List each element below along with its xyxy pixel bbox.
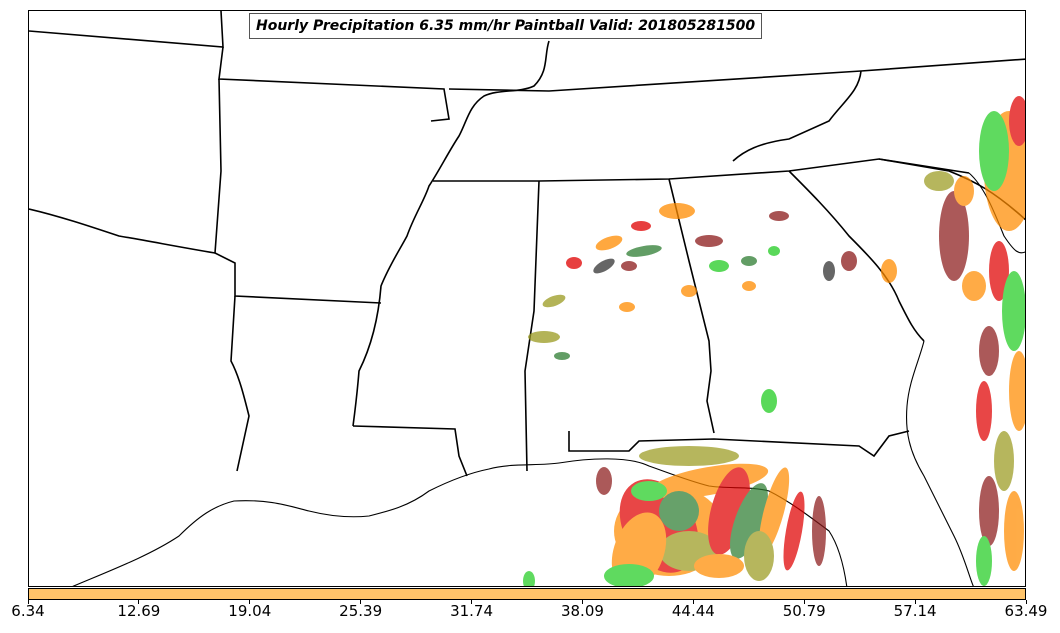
colorbar-tick-mark — [138, 600, 140, 604]
colorbar-tick-mark — [249, 600, 251, 604]
colorbar-tick-label: 31.74 — [450, 602, 494, 620]
colorbar — [28, 588, 1026, 600]
kentucky-virginia-border — [732, 70, 862, 162]
coastline — [72, 172, 1025, 586]
colorbar-tick-mark — [692, 600, 694, 604]
tennessee-south-border — [433, 158, 970, 182]
paintball-scattered — [528, 203, 897, 413]
kansas-oklahoma-border — [29, 11, 224, 48]
texas-red-river — [29, 208, 216, 254]
colorbar-tick-label: 50.79 — [782, 602, 826, 620]
map-frame — [28, 10, 1026, 587]
colorbar-tick-mark — [27, 600, 29, 604]
mississippi-alabama-border — [524, 180, 540, 472]
colorbar-tick-label: 6.34 — [11, 602, 45, 620]
colorbar-tick-label: 38.09 — [560, 602, 604, 620]
colorbar-tick-label: 44.44 — [671, 602, 715, 620]
texas-louisiana-border — [230, 295, 250, 472]
colorbar-tick-label: 57.14 — [893, 602, 937, 620]
missouri-arkansas-border — [218, 46, 450, 122]
colorbar-tick-mark — [914, 600, 916, 604]
gulf-coastline — [72, 458, 848, 586]
mississippi-river — [352, 40, 550, 427]
map-canvas — [29, 11, 1025, 586]
alabama-georgia-border — [668, 178, 715, 434]
colorbar-tick-label: 63.49 — [1004, 602, 1048, 620]
colorbar-tick-label: 25.39 — [339, 602, 383, 620]
paintball-spiral — [523, 446, 826, 586]
colorbar-tick-label: 19.04 — [228, 602, 272, 620]
colorbar-tick-mark — [581, 600, 583, 604]
arkansas-border — [214, 78, 382, 304]
map-title: Hourly Precipitation 6.35 mm/hr Paintbal… — [249, 13, 763, 39]
sc-coastline — [968, 172, 1025, 254]
georgia-sc-border — [788, 170, 925, 342]
colorbar-tick-mark — [471, 600, 473, 604]
kentucky-border — [448, 58, 1025, 92]
colorbar-tick-mark — [803, 600, 805, 604]
colorbar-tick-label: 12.69 — [117, 602, 161, 620]
colorbar-ticks: 6.34 12.69 19.04 25.39 31.74 38.09 44.44 50.79 5… — [0, 600, 1060, 633]
louisiana-mississippi-border — [352, 425, 468, 477]
colorbar-tick-mark — [1025, 600, 1027, 604]
florida-georgia-border — [568, 430, 910, 458]
colorbar-tick-mark — [360, 600, 362, 604]
paintball-east — [924, 96, 1025, 586]
state-borders — [29, 11, 1025, 477]
atlantic-coastline — [906, 340, 974, 586]
